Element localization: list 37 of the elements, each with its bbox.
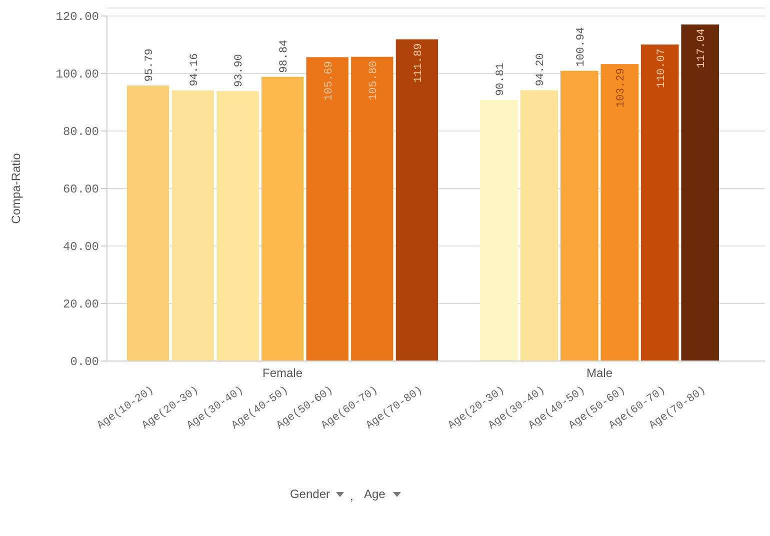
- text: Gender , Age: [290, 487, 386, 503]
- data-label: 94.20: [535, 53, 548, 86]
- y-tick-label: 20.00: [62, 298, 99, 312]
- y-tick-label: 60.00: [62, 182, 99, 197]
- data-label: 105.80: [368, 60, 380, 100]
- bar: [600, 64, 639, 361]
- bar: [127, 86, 170, 361]
- bar: [560, 70, 598, 361]
- data-label: 110.07: [656, 48, 668, 88]
- y-tick-label: 40.00: [62, 240, 99, 254]
- bar: [351, 56, 394, 361]
- data-label: 117.04: [696, 28, 708, 68]
- data-label: 93.90: [234, 54, 246, 88]
- bar: [216, 91, 259, 361]
- bar: [261, 76, 304, 361]
- y-tick-label: 120.00: [56, 10, 99, 24]
- x-axis-title: Female: [262, 366, 303, 380]
- y-tick-label: 80.00: [62, 125, 99, 140]
- bar: [480, 100, 518, 361]
- y-axis-title: Compa-Ratio: [9, 152, 23, 224]
- bar: [681, 24, 719, 361]
- data-label: 111.89: [412, 43, 425, 83]
- bar: [396, 39, 438, 361]
- data-label: 90.81: [494, 62, 507, 96]
- y-tick-label: 0.00: [70, 355, 99, 370]
- data-label: 95.79: [144, 48, 156, 82]
- bar: [306, 57, 348, 361]
- bar: [640, 44, 679, 361]
- data-label: 94.16: [188, 53, 201, 86]
- bar: [520, 90, 558, 361]
- data-label: 103.29: [616, 68, 628, 108]
- data-label: 100.94: [575, 26, 588, 67]
- data-label: 98.84: [278, 39, 290, 73]
- x-axis-title: Male: [586, 366, 613, 380]
- bar: [172, 90, 214, 361]
- data-label: 105.69: [323, 61, 336, 101]
- y-tick-label: 100.00: [56, 68, 99, 82]
